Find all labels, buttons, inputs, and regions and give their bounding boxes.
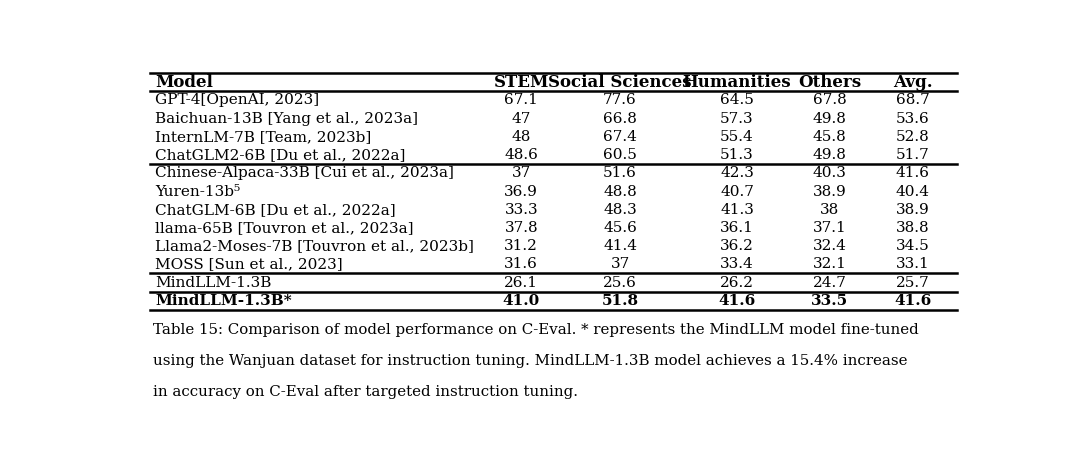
Text: Model: Model (156, 74, 213, 91)
Text: Avg.: Avg. (893, 74, 932, 91)
Text: Table 15: Comparison of model performance on C-Eval. * represents the MindLLM mo: Table 15: Comparison of model performanc… (153, 323, 919, 337)
Text: Baichuan-13B [Yang et al., 2023a]: Baichuan-13B [Yang et al., 2023a] (156, 112, 418, 126)
Text: 68.7: 68.7 (895, 94, 930, 107)
Text: 25.6: 25.6 (603, 276, 637, 289)
Text: 36.2: 36.2 (720, 239, 754, 253)
Text: 41.6: 41.6 (895, 166, 930, 180)
Text: 37: 37 (512, 166, 531, 180)
Text: 33.4: 33.4 (720, 257, 754, 272)
Text: 41.4: 41.4 (603, 239, 637, 253)
Text: 40.4: 40.4 (895, 184, 930, 199)
Text: 41.6: 41.6 (718, 294, 756, 308)
Text: llama-65B [Touvron et al., 2023a]: llama-65B [Touvron et al., 2023a] (156, 221, 414, 235)
Text: 36.9: 36.9 (504, 184, 538, 199)
Text: 32.4: 32.4 (813, 239, 847, 253)
Text: 66.8: 66.8 (603, 112, 637, 126)
Text: Others: Others (798, 74, 862, 91)
Text: 41.0: 41.0 (502, 294, 540, 308)
Text: 51.7: 51.7 (895, 148, 930, 162)
Text: 52.8: 52.8 (895, 130, 930, 144)
Text: 49.8: 49.8 (813, 112, 847, 126)
Text: Chinese-Alpaca-33B [Cui et al., 2023a]: Chinese-Alpaca-33B [Cui et al., 2023a] (156, 166, 454, 180)
Text: 33.1: 33.1 (895, 257, 930, 272)
Text: MOSS [Sun et al., 2023]: MOSS [Sun et al., 2023] (156, 257, 342, 272)
Text: 41.3: 41.3 (720, 203, 754, 217)
Text: 36.1: 36.1 (720, 221, 754, 235)
Text: using the Wanjuan dataset for instruction tuning. MindLLM-1.3B model achieves a : using the Wanjuan dataset for instructio… (153, 354, 908, 368)
Text: 38: 38 (820, 203, 839, 217)
Text: GPT-4[OpenAI, 2023]: GPT-4[OpenAI, 2023] (156, 94, 320, 107)
Text: 33.5: 33.5 (811, 294, 849, 308)
Text: 32.1: 32.1 (813, 257, 847, 272)
Text: 45.8: 45.8 (813, 130, 847, 144)
Text: 31.6: 31.6 (504, 257, 538, 272)
Text: 48.3: 48.3 (604, 203, 637, 217)
Text: 51.8: 51.8 (602, 294, 638, 308)
Text: 64.5: 64.5 (720, 94, 754, 107)
Text: 48.6: 48.6 (504, 148, 538, 162)
Text: 38.9: 38.9 (813, 184, 847, 199)
Text: 33.3: 33.3 (504, 203, 538, 217)
Text: in accuracy on C-Eval after targeted instruction tuning.: in accuracy on C-Eval after targeted ins… (153, 385, 579, 399)
Text: 37: 37 (610, 257, 630, 272)
Text: 25.7: 25.7 (895, 276, 930, 289)
Text: 51.6: 51.6 (603, 166, 637, 180)
Text: ChatGLM2-6B [Du et al., 2022a]: ChatGLM2-6B [Du et al., 2022a] (156, 148, 405, 162)
Text: ChatGLM-6B [Du et al., 2022a]: ChatGLM-6B [Du et al., 2022a] (156, 203, 395, 217)
Text: MindLLM-1.3B: MindLLM-1.3B (156, 276, 271, 289)
Text: 26.2: 26.2 (720, 276, 754, 289)
Text: 51.3: 51.3 (720, 148, 754, 162)
Text: 41.6: 41.6 (894, 294, 931, 308)
Text: 26.1: 26.1 (504, 276, 538, 289)
Text: 49.8: 49.8 (813, 148, 847, 162)
Text: 57.3: 57.3 (720, 112, 754, 126)
Text: Humanities: Humanities (683, 74, 792, 91)
Text: 67.4: 67.4 (603, 130, 637, 144)
Text: 48: 48 (512, 130, 531, 144)
Text: 55.4: 55.4 (720, 130, 754, 144)
Text: 24.7: 24.7 (813, 276, 847, 289)
Text: 40.7: 40.7 (720, 184, 754, 199)
Text: Llama2-Moses-7B [Touvron et al., 2023b]: Llama2-Moses-7B [Touvron et al., 2023b] (156, 239, 474, 253)
Text: 45.6: 45.6 (603, 221, 637, 235)
Text: Yuren-13b⁵: Yuren-13b⁵ (156, 184, 241, 199)
Text: STEM: STEM (494, 74, 549, 91)
Text: 31.2: 31.2 (504, 239, 538, 253)
Text: 37.1: 37.1 (813, 221, 847, 235)
Text: 42.3: 42.3 (720, 166, 754, 180)
Text: 47: 47 (512, 112, 531, 126)
Text: 60.5: 60.5 (603, 148, 637, 162)
Text: Social Sciences: Social Sciences (549, 74, 692, 91)
Text: 77.6: 77.6 (604, 94, 637, 107)
Text: 40.3: 40.3 (813, 166, 847, 180)
Text: 37.8: 37.8 (504, 221, 538, 235)
Text: 67.1: 67.1 (504, 94, 538, 107)
Text: 34.5: 34.5 (895, 239, 930, 253)
Text: 38.8: 38.8 (895, 221, 930, 235)
Text: 67.8: 67.8 (813, 94, 847, 107)
Text: InternLM-7B [Team, 2023b]: InternLM-7B [Team, 2023b] (156, 130, 372, 144)
Text: 48.8: 48.8 (604, 184, 637, 199)
Text: 38.9: 38.9 (895, 203, 930, 217)
Text: MindLLM-1.3B*: MindLLM-1.3B* (156, 294, 292, 308)
Text: 53.6: 53.6 (895, 112, 930, 126)
